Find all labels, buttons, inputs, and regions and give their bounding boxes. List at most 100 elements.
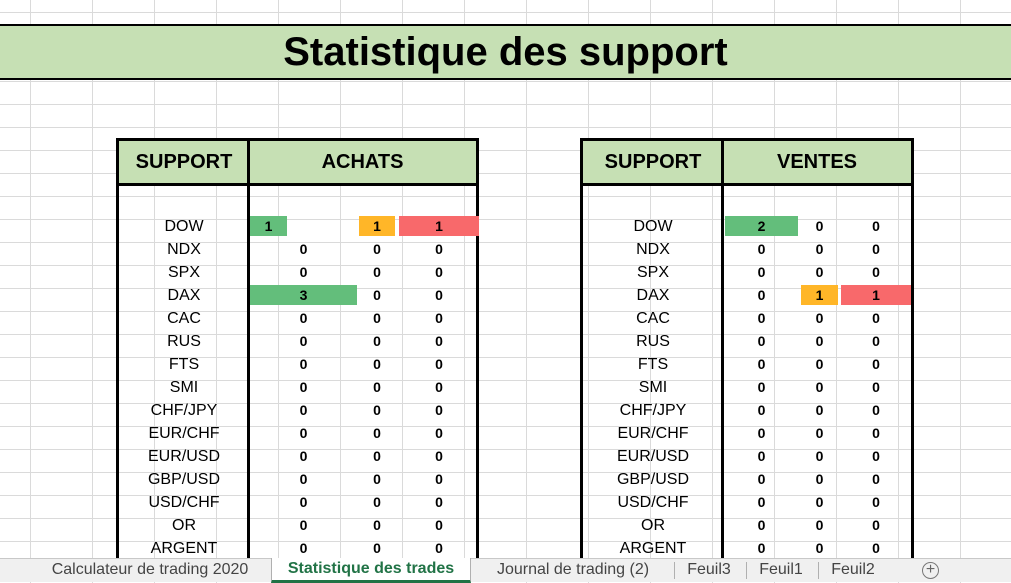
value-cell[interactable]: 0	[757, 425, 766, 441]
value-cell[interactable]: 0	[435, 471, 443, 487]
value-cell[interactable]: 0	[373, 448, 381, 464]
value-cell[interactable]: 1	[359, 216, 395, 236]
value-cell[interactable]: 0	[757, 494, 766, 510]
value-cell[interactable]: 0	[872, 356, 880, 372]
row-label: DOW	[633, 218, 673, 235]
value-cell[interactable]: 0	[373, 333, 381, 349]
value-cell[interactable]: 0	[435, 310, 443, 326]
value-cell[interactable]: 0	[872, 218, 880, 234]
row-label: USD/CHF	[617, 494, 689, 511]
value-cell[interactable]: 0	[757, 287, 766, 303]
value-cell[interactable]: 0	[373, 402, 381, 418]
value-cell[interactable]: 0	[757, 379, 766, 395]
value-cell[interactable]: 0	[872, 402, 880, 418]
value-cell[interactable]: 0	[757, 402, 766, 418]
value-cell[interactable]: 0	[299, 333, 308, 349]
value-cell[interactable]: 0	[757, 517, 766, 533]
value-cell[interactable]: 0	[872, 448, 880, 464]
value-cell[interactable]: 0	[872, 471, 880, 487]
value-cell[interactable]: 0	[435, 494, 443, 510]
value-cell[interactable]: 0	[815, 425, 824, 441]
value-cell[interactable]: 0	[435, 287, 443, 303]
value-cell[interactable]: 0	[373, 264, 381, 280]
value-cell[interactable]: 0	[435, 448, 443, 464]
value-cell[interactable]: 0	[815, 264, 824, 280]
value-cell[interactable]: 0	[757, 448, 766, 464]
value-cell[interactable]: 2	[725, 216, 798, 236]
value-cell[interactable]: 0	[815, 356, 824, 372]
value-cell[interactable]: 0	[872, 517, 880, 533]
value-cell[interactable]: 0	[815, 218, 824, 234]
value-cell[interactable]: 0	[757, 540, 766, 556]
value-cell[interactable]: 1	[841, 285, 911, 305]
sheet-tab-feuil2[interactable]: Feuil2	[831, 561, 875, 578]
tab-separator	[746, 562, 747, 579]
sheet-tab-feuil1[interactable]: Feuil1	[759, 561, 803, 578]
value-cell[interactable]: 0	[373, 494, 381, 510]
value-cell[interactable]: 0	[299, 379, 308, 395]
value-cell[interactable]: 0	[299, 241, 308, 257]
value-cell[interactable]: 0	[435, 425, 443, 441]
value-cell[interactable]: 0	[815, 333, 824, 349]
value-cell[interactable]: 0	[872, 379, 880, 395]
value-cell[interactable]: 0	[815, 402, 824, 418]
sheet-tab-journal[interactable]: Journal de trading (2)	[496, 561, 650, 578]
value-cell[interactable]: 0	[299, 448, 308, 464]
value-cell[interactable]: 0	[757, 310, 766, 326]
value-cell[interactable]: 0	[815, 471, 824, 487]
value-cell[interactable]: 0	[872, 425, 880, 441]
value-cell[interactable]: 0	[299, 540, 308, 556]
value-cell[interactable]: 1	[399, 216, 479, 236]
value-cell[interactable]: 0	[299, 517, 308, 533]
value-cell[interactable]: 0	[373, 425, 381, 441]
value-cell[interactable]: 3	[250, 285, 357, 305]
value-cell[interactable]: 0	[757, 356, 766, 372]
value-cell[interactable]: 0	[815, 448, 824, 464]
value-cell[interactable]: 1	[250, 216, 287, 236]
value-cell[interactable]: 0	[373, 287, 381, 303]
value-cell[interactable]: 0	[872, 264, 880, 280]
value-cell[interactable]: 0	[373, 310, 381, 326]
value-cell[interactable]: 0	[373, 471, 381, 487]
sheet-tab-feuil3[interactable]: Feuil3	[687, 561, 731, 578]
value-cell[interactable]: 0	[299, 356, 308, 372]
value-cell[interactable]: 0	[435, 333, 443, 349]
value-cell[interactable]: 0	[815, 540, 824, 556]
value-cell[interactable]: 0	[373, 379, 381, 395]
value-cell[interactable]: 0	[373, 356, 381, 372]
value-cell[interactable]: 0	[435, 241, 443, 257]
value-cell[interactable]: 0	[435, 540, 443, 556]
value-cell[interactable]: 0	[872, 540, 880, 556]
value-cell[interactable]: 0	[757, 241, 766, 257]
sheet-tab-calculateur[interactable]: Calculateur de trading 2020	[51, 561, 249, 578]
value-cell[interactable]: 0	[299, 494, 308, 510]
value-cell[interactable]: 0	[815, 241, 824, 257]
value-cell[interactable]: 0	[373, 517, 381, 533]
value-cell[interactable]: 0	[815, 310, 824, 326]
value-cell[interactable]: 0	[815, 517, 824, 533]
value-cell[interactable]: 0	[299, 264, 308, 280]
value-cell[interactable]: 0	[872, 494, 880, 510]
value-cell[interactable]: 0	[299, 425, 308, 441]
value-cell[interactable]: 0	[872, 241, 880, 257]
value-cell[interactable]: 0	[373, 540, 381, 556]
value-cell[interactable]: 0	[757, 333, 766, 349]
value-cell[interactable]: 0	[757, 471, 766, 487]
value-cell[interactable]: 0	[435, 264, 443, 280]
value-cell[interactable]: 0	[757, 264, 766, 280]
value-cell[interactable]: 0	[299, 471, 308, 487]
value-cell[interactable]: 0	[872, 333, 880, 349]
value-cell[interactable]: 0	[815, 494, 824, 510]
sheet-tab-statistique[interactable]: Statistique des trades	[271, 558, 471, 583]
value-cell[interactable]: 0	[872, 310, 880, 326]
plus-circle-icon[interactable]: +	[922, 562, 939, 579]
value-cell[interactable]: 0	[435, 356, 443, 372]
value-cell[interactable]: 1	[801, 285, 838, 305]
value-cell[interactable]: 0	[373, 241, 381, 257]
value-cell[interactable]: 0	[435, 517, 443, 533]
value-cell[interactable]: 0	[815, 379, 824, 395]
value-cell[interactable]: 0	[299, 402, 308, 418]
value-cell[interactable]: 0	[435, 402, 443, 418]
value-cell[interactable]: 0	[435, 379, 443, 395]
value-cell[interactable]: 0	[299, 310, 308, 326]
